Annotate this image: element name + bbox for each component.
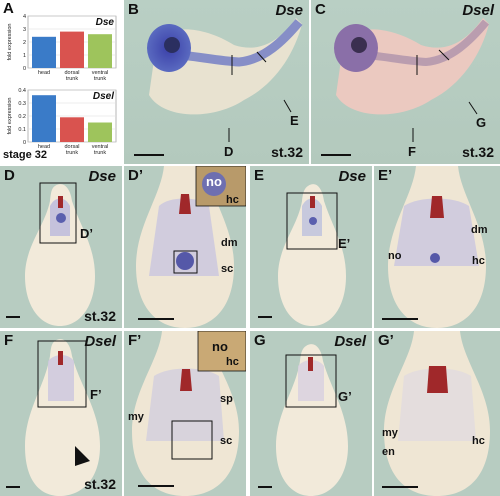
bar-1-1 (60, 117, 84, 142)
embryo-dorsal-dse-image-2 (250, 166, 372, 328)
annotation-d-prime: D’ (80, 226, 93, 241)
ytick-label-0-1: 1 (23, 53, 26, 59)
panel-g: G Dsel G’ (250, 331, 372, 496)
panel-label-c: C (315, 1, 326, 18)
embryo-dorsal-dsel-image (0, 331, 122, 496)
category-label-0-1-1: trunk (66, 76, 78, 82)
annotation-f-prime: F’ (90, 387, 102, 402)
category-label-1-0-0: head (38, 144, 50, 150)
category-label-1-2-0: ventral (92, 144, 109, 150)
annotation-hc-f: hc (226, 356, 239, 368)
stage-label-c: st.32 (462, 144, 494, 160)
panel-label-a: A (3, 0, 14, 17)
annotation-hc-e: hc (472, 255, 485, 267)
gene-label-g: Dsel (334, 333, 366, 350)
panel-f: F Dsel st.32 F’ (0, 331, 122, 496)
annotation-f: F (408, 144, 416, 159)
embryo-section-dsel-image-2 (374, 331, 500, 496)
ytick-label-0-2: 2 (23, 40, 26, 46)
panel-label-f: F (4, 332, 14, 349)
annotation-sc-f: sc (220, 435, 233, 447)
bar-0-0 (32, 36, 56, 68)
annotation-no-f: no (212, 339, 228, 354)
gene-label-c: Dsel (462, 2, 494, 19)
annotation-sc: sc (221, 263, 234, 275)
stage-label-b: st.32 (271, 144, 303, 160)
gene-label-b: Dse (275, 2, 303, 19)
panel-f-prime: F’ no hc sp my sc (124, 331, 246, 496)
ylabel-0: fold expression (7, 24, 13, 61)
annotation-dm: dm (221, 237, 238, 249)
panel-e-prime: E’ dm no hc (374, 166, 500, 328)
annotation-sp-f: sp (220, 393, 233, 405)
annotation-hc-g: hc (472, 435, 485, 447)
embryo-lateral-dse-image (124, 0, 309, 164)
annotation-no: no (206, 174, 222, 189)
panel-a: Dse 0 1 2 3 4 fold expression head dorsal trunk ve… (0, 0, 122, 164)
ytick-label-0-3: 3 (23, 27, 26, 33)
panel-label-f-prime: F’ (128, 332, 142, 349)
gene-label-f: Dsel (84, 333, 116, 350)
annotation-e-prime: E’ (338, 236, 351, 251)
annotation-en-g: en (382, 446, 395, 458)
gene-label-e: Dse (338, 168, 366, 185)
chart-title-1: Dsel (93, 91, 114, 102)
panel-label-e: E (254, 167, 265, 184)
stage-label: stage 32 (3, 149, 48, 161)
category-label-0-1-0: dorsal (65, 70, 80, 76)
annotation-e: E (290, 113, 299, 128)
stage-label-f: st.32 (84, 476, 116, 492)
bar-0-2 (88, 34, 112, 68)
annotation-my-g: my (382, 427, 398, 439)
category-label-1-2-1: trunk (94, 150, 106, 156)
category-label-1-1-1: trunk (66, 150, 78, 156)
panel-c: C Dsel st.32 G F (311, 0, 500, 164)
category-label-1-1-0: dorsal (65, 144, 80, 150)
ytick-label-0-0: 0 (23, 66, 26, 72)
panel-d: D Dse st.32 D’ (0, 166, 122, 328)
embryo-section-dse-image-2 (374, 166, 500, 328)
ytick-label-1-0: 0 (23, 140, 26, 146)
panel-label-g: G (254, 332, 266, 349)
panel-b: B Dse st.32 E D (124, 0, 309, 164)
annotation-no-e: no (388, 250, 402, 262)
category-label-0-2-1: trunk (94, 76, 106, 82)
ytick-label-1-1: 0.1 (18, 127, 26, 133)
annotation-dm-e: dm (471, 224, 488, 236)
category-label-0-2-0: ventral (92, 70, 109, 76)
bar-1-2 (88, 122, 112, 142)
annotation-g-prime: G’ (338, 389, 352, 404)
embryo-dorsal-dsel-image-2 (250, 331, 372, 496)
stage-label-d: st.32 (84, 308, 116, 324)
panel-label-d: D (4, 167, 15, 184)
annotation-d: D (224, 144, 234, 159)
ytick-label-1-4: 0.4 (18, 88, 26, 94)
panel-label-g-prime: G’ (378, 332, 394, 349)
ytick-label-1-3: 0.3 (18, 101, 26, 107)
panel-d-prime: D’ no hc dm sc (124, 166, 246, 328)
panel-e: E Dse E’ (250, 166, 372, 328)
annotation-g: G (476, 115, 487, 130)
ylabel-1: fold expression (7, 98, 13, 135)
panel-label-d-prime: D’ (128, 167, 143, 184)
panel-label-b: B (128, 1, 139, 18)
category-label-0-0-0: head (38, 70, 50, 76)
gene-label-d: Dse (88, 168, 116, 185)
embryo-section-dsel-image (124, 331, 246, 496)
embryo-section-dse-image (124, 166, 246, 328)
embryo-lateral-dsel-image (311, 0, 500, 164)
panel-label-e-prime: E’ (378, 167, 393, 184)
annotation-my-f: my (128, 411, 144, 423)
annotation-hc: hc (226, 194, 239, 206)
embryo-dorsal-dse-image (0, 166, 122, 328)
chart-title-0: Dse (96, 17, 115, 28)
bar-1-0 (32, 95, 56, 142)
ytick-label-0-4: 4 (23, 14, 26, 20)
ytick-label-1-2: 0.2 (18, 114, 26, 120)
panel-g-prime: G’ my hc en (374, 331, 500, 496)
bar-0-1 (60, 31, 84, 69)
